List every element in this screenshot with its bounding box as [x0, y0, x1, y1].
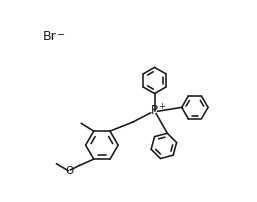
Text: −: −: [57, 30, 65, 40]
Text: O: O: [66, 166, 74, 176]
Text: Br: Br: [43, 31, 57, 43]
Text: P: P: [151, 104, 158, 117]
Text: +: +: [158, 102, 164, 111]
